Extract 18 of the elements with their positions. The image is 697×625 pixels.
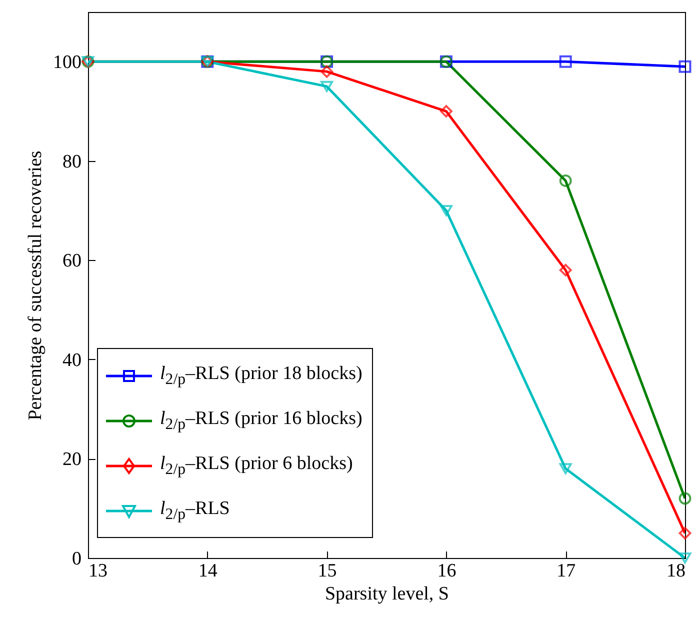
- legend-label: l$_{2/p}$–RLS (prior 16 blocks): [160, 408, 362, 434]
- x-tick-label: 18: [666, 560, 686, 582]
- y-tick-label: 100: [53, 52, 82, 74]
- legend-label: l$_{2/p}$–RLS (prior 18 blocks): [160, 362, 362, 388]
- y-tick-label: 80: [62, 151, 82, 172]
- y-tick-label: 60: [62, 250, 82, 272]
- y-axis-title: Percentage of successful recoveries: [25, 150, 46, 420]
- legend-label: l$_{2/p}$–RLS: [160, 498, 230, 524]
- legend-label: l$_{2/p}$–RLS (prior 6 blocks): [160, 452, 353, 478]
- y-tick-label: 20: [62, 449, 82, 470]
- x-tick-label: 15: [318, 560, 337, 582]
- y-tick-label: 40: [62, 350, 82, 371]
- y-tick-label: 0: [72, 548, 82, 570]
- x-tick-label: 13: [88, 560, 108, 582]
- x-axis-title: Sparsity level, S: [324, 584, 450, 604]
- x-tick-label: 16: [437, 560, 456, 582]
- x-tick-label: 17: [556, 560, 576, 582]
- x-tick-label: 14: [198, 560, 218, 582]
